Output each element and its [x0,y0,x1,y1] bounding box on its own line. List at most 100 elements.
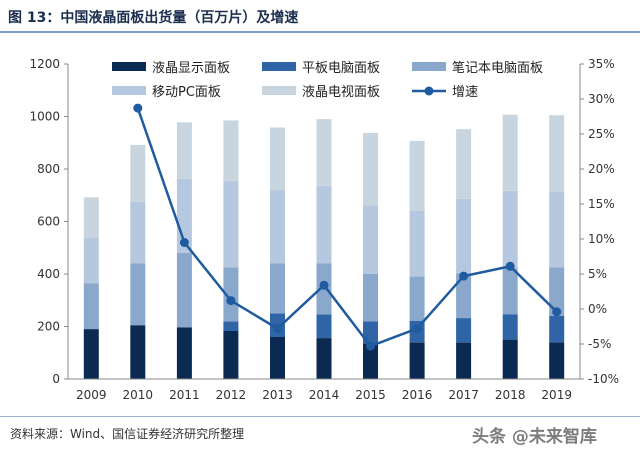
x-tick-label: 2019 [541,388,572,402]
bar-segment-1 [223,331,239,379]
left-tick-label: 600 [37,215,60,229]
bar-segment-3 [176,253,192,328]
bar-segment-2 [363,321,378,344]
bar-segment-5 [223,120,239,181]
bar-segment-4 [502,190,518,269]
bar-stacks [83,114,565,380]
right-tick-label: 35% [588,57,615,71]
right-tick-label: 20% [588,162,615,176]
bar-segment-5 [363,133,378,206]
legend-label: 液晶显示面板 [152,61,230,76]
right-tick-label: 25% [588,127,615,141]
bar-segment-1 [549,342,565,380]
bar-segment-5 [409,140,425,211]
growth-point [505,261,515,271]
legend-label: 增速 [452,85,478,100]
bar-segment-3 [223,267,239,322]
left-tick-label: 200 [37,320,60,334]
growth-line-layer [133,103,562,351]
growth-point [459,271,469,281]
growth-point [273,324,282,334]
source-note: 资料来源：Wind、国信证券经济研究所整理 [10,427,245,441]
legend-swatch-5 [262,86,296,95]
footer-divider [0,416,640,417]
x-tick-label: 2015 [355,388,386,402]
legend-swatch-4 [112,86,146,95]
bar-segment-4 [130,201,146,264]
bar-segment-1 [130,325,146,379]
bar-segment-2 [502,314,518,340]
bar-segment-3 [270,263,285,314]
legend-label: 笔记本电脑面板 [452,60,543,76]
bar-segment-1 [363,343,378,379]
bar-segment-4 [83,237,99,284]
bar-segment-3 [363,274,378,322]
bar-segment-2 [549,316,565,343]
growth-point [133,103,143,113]
right-tick-label: 0% [588,302,607,316]
left-tick-label: 800 [37,162,60,176]
right-tick-label: 5% [588,267,607,281]
bar-segment-5 [176,122,192,179]
growth-point [319,280,329,290]
bar-segment-3 [549,267,565,316]
x-tick-label: 2012 [216,388,247,402]
bar-segment-5 [456,129,472,199]
bar-segment-2 [223,321,239,331]
bar-segment-1 [316,338,332,379]
bar-segment-5 [130,144,146,202]
growth-line [136,107,558,348]
legend-line-marker [424,86,434,96]
bar-segment-1 [456,342,472,380]
x-tick-label: 2013 [262,388,293,402]
x-axis-labels: 2009 2010 2011 2012 2013 2014 2015 2016 2017 2018… [76,388,572,402]
figure-title: 图 13：中国液晶面板出货量（百万片）及增速 [8,10,299,26]
legend-swatch-1 [112,62,146,71]
left-tick-label: 400 [37,267,60,281]
x-tick-label: 2011 [169,388,200,402]
bar-segment-1 [83,329,99,379]
growth-point [412,324,422,334]
bar-segment-2 [316,314,332,338]
bar-segment-1 [176,327,192,379]
left-tick-label: 1200 [29,57,60,71]
right-tick-label: -10% [588,372,619,386]
x-tick-label: 2014 [309,388,340,402]
bar-segment-3 [409,276,425,321]
growth-point [226,296,236,306]
bar-segment-3 [130,263,146,326]
left-tick-label: 1000 [29,110,60,124]
bar-segment-2 [456,318,472,343]
bar-segment-5 [502,114,518,191]
bar-segment-4 [316,185,332,264]
legend-swatch-3 [412,62,446,71]
bar-segment-4 [549,191,565,268]
x-tick-label: 2009 [76,388,107,402]
bar-segment-4 [223,180,239,268]
right-axis-ticks: -10% -5% 0% 5% 10% 15% 20% 25% 30% 35% [580,57,619,386]
bar-segment-1 [502,339,518,379]
bar-segment-5 [270,127,285,191]
bar-segment-5 [83,197,99,238]
right-tick-label: 30% [588,92,615,106]
x-tick-label: 2010 [123,388,154,402]
x-tick-label: 2018 [495,388,526,402]
bar-segment-1 [270,337,285,379]
bar-segment-4 [363,205,378,274]
right-tick-label: 10% [588,232,615,246]
left-axis-ticks: 0 200 400 600 800 1000 1200 [29,57,68,386]
bar-segment-4 [409,211,425,277]
legend-label: 液晶电视面板 [302,85,380,100]
bar-segment-4 [456,198,472,274]
bar-segment-1 [409,342,425,380]
growth-point [552,307,562,317]
legend-label: 平板电脑面板 [302,61,380,76]
bar-segment-5 [316,119,332,186]
right-tick-label: 15% [588,197,615,211]
bar-segment-3 [456,273,472,319]
right-tick-label: -5% [588,337,611,351]
bar-segment-4 [270,190,285,264]
